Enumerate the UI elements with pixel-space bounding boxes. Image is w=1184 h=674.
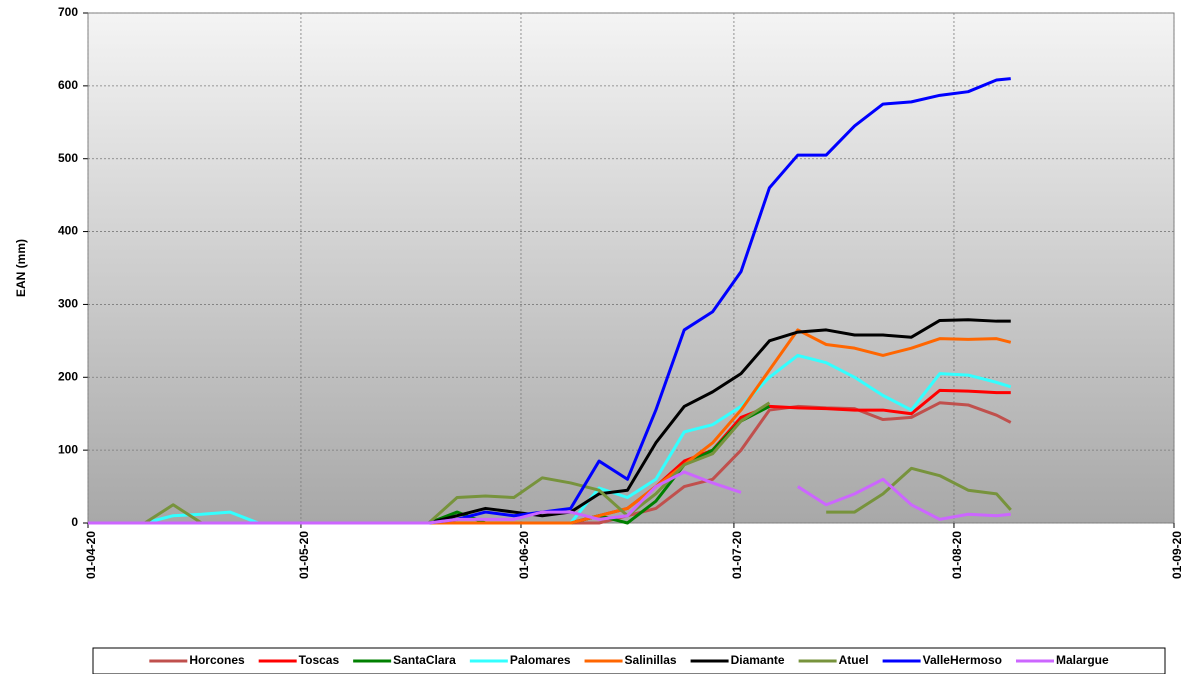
y-axis-label: EAN (mm)	[14, 239, 28, 297]
y-tick-label: 200	[58, 369, 78, 383]
legend-label: SantaClara	[393, 653, 456, 667]
plot-area	[87, 12, 1175, 524]
y-tick-label: 600	[58, 78, 78, 92]
y-tick-label: 100	[58, 442, 78, 456]
legend-label: Toscas	[299, 653, 340, 667]
y-tick-label: 700	[58, 5, 78, 19]
legend-label: Atuel	[839, 653, 869, 667]
x-tick-label: 01-04-20	[84, 531, 98, 579]
series-line	[88, 470, 1011, 525]
x-tick-label: 01-09-20	[1170, 531, 1184, 579]
legend-label: ValleHermoso	[923, 653, 1002, 667]
x-tick-label: 01-08-20	[950, 531, 964, 579]
y-tick-label: 300	[58, 297, 78, 311]
legend-label: Malargue	[1056, 653, 1109, 667]
x-tick-label: 01-06-20	[517, 531, 531, 579]
legend-label: Horcones	[189, 653, 245, 667]
y-tick-label: 400	[58, 224, 78, 238]
legend-label: Diamante	[731, 653, 785, 667]
legend-label: Salinillas	[625, 653, 677, 667]
x-tick-label: 01-07-20	[730, 531, 744, 579]
y-tick-label: 0	[71, 515, 78, 529]
x-tick-label: 01-05-20	[297, 531, 311, 579]
legend-label: Palomares	[510, 653, 571, 667]
y-tick-label: 500	[58, 151, 78, 165]
